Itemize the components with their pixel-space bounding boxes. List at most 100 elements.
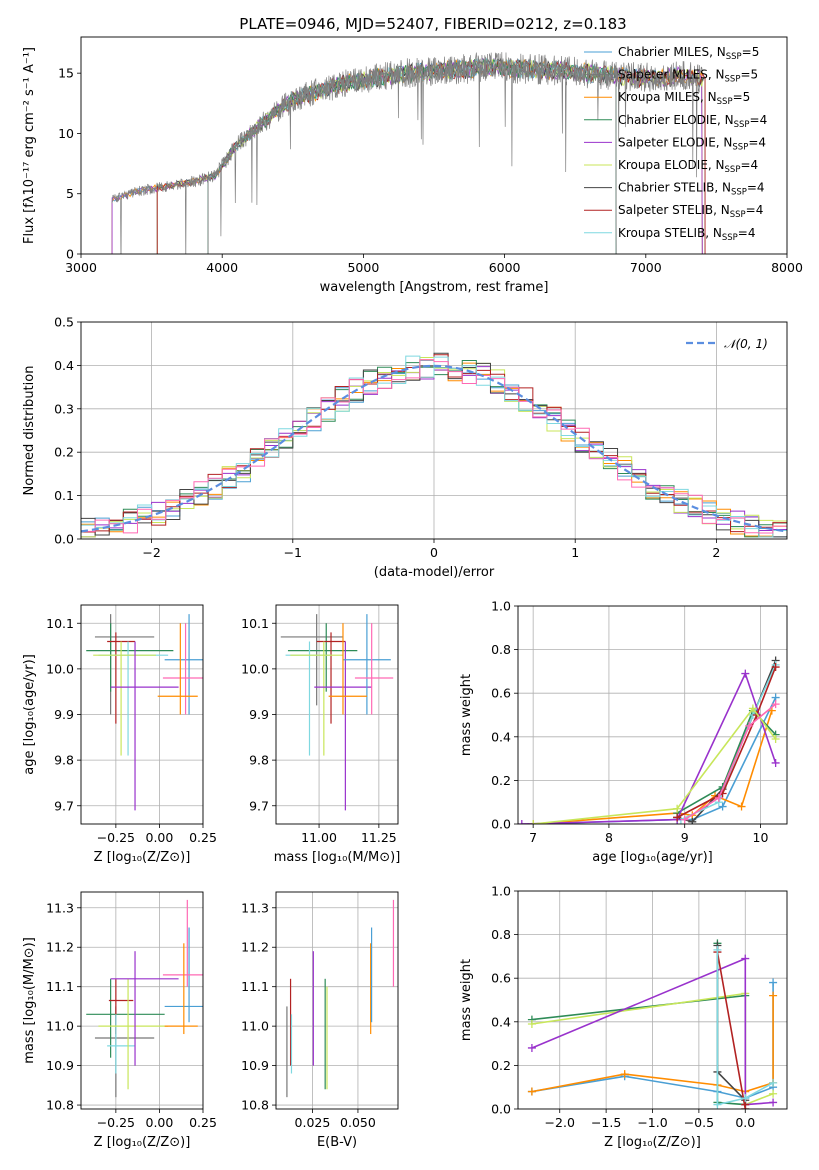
y-tick-label: 0.3 <box>54 401 74 416</box>
x-tick-label: 0.25 <box>189 830 217 845</box>
normal-curve <box>81 364 787 533</box>
x-axis-label: wavelength [Angstrom, rest frame] <box>320 280 549 295</box>
y-tick-label: 15 <box>58 66 74 81</box>
legend-entry-subscript: SSP <box>734 120 750 130</box>
legend-entry-suffix: =4 <box>738 226 756 240</box>
x-tick-label: −1.5 <box>591 1115 621 1130</box>
y-tick-label: 10.0 <box>46 661 74 676</box>
y-tick-label: 10.9 <box>241 1058 269 1073</box>
panel-massweight_vs_age: 7 8 9 10 0.0 0.2 0.4 0.6 0.8 1.0 age [log₁₀(age/yr… <box>459 599 788 865</box>
x-tick-label: −0.25 <box>97 1115 135 1130</box>
model-spectrum-line <box>111 58 703 254</box>
legend-entry-name: Chabrier MILES, N <box>618 45 726 59</box>
x-tick-label: 4000 <box>206 260 238 275</box>
mass-weight-marker <box>771 758 780 767</box>
legend-entry-name: Kroupa MILES, N <box>618 90 717 104</box>
y-tick-label: 9.8 <box>54 753 74 768</box>
residual-histogram <box>81 359 787 534</box>
x-tick-label: −1.0 <box>637 1115 667 1130</box>
panel-spectrum: 3000 4000 5000 6000 7000 8000 0 5 10 15 wavelength… <box>22 36 803 295</box>
legend-entry-name: Salpeter ELODIE, N <box>618 135 732 149</box>
plot-area-massweight_vs_age <box>518 606 787 824</box>
axes-frame <box>275 891 399 1110</box>
legend-entry: Salpeter ELODIE, NSSP=4 <box>618 135 766 152</box>
x-tick-label: −0.25 <box>97 830 135 845</box>
legend-entry: Chabrier STELIB, NSSP=4 <box>618 181 765 198</box>
mass-weight-marker <box>769 991 778 1000</box>
model-spectrum-line <box>111 58 703 254</box>
legend-entry-suffix: =4 <box>747 181 765 195</box>
mass-weight-marker <box>680 815 689 824</box>
x-tick-label: 2 <box>712 545 720 560</box>
mass-weight-marker <box>688 817 697 824</box>
legend-entry-subscript: SSP <box>732 142 748 152</box>
x-tick-label: 11.25 <box>361 830 397 845</box>
model-spectrum-line <box>156 59 706 254</box>
panel-residuals: −2 −1 0 1 2 0.0 0.1 0.2 0.3 0.4 0.5 (data-model)/er… <box>22 315 788 580</box>
legend-entry-subscript: SSP <box>717 97 733 107</box>
residual-histogram <box>81 355 787 538</box>
figure-title: PLATE=0946, MJD=52407, FIBERID=0212, z=0… <box>239 15 626 33</box>
legend-entry-name: Kroupa ELODIE, N <box>618 158 725 172</box>
mass-weight-marker <box>769 978 778 987</box>
legend-entry: Salpeter STELIB, NSSP=4 <box>618 203 763 220</box>
y-tick-label: 0.8 <box>491 642 511 657</box>
x-axis-label: age [log₁₀(age/yr)] <box>592 850 713 865</box>
y-tick-label: 0.2 <box>491 773 511 788</box>
x-tick-label: 6000 <box>489 260 521 275</box>
y-tick-label: 0.6 <box>491 686 511 701</box>
y-tick-label: 11.2 <box>241 940 269 955</box>
y-tick-label: 0.4 <box>491 1014 511 1029</box>
mass-weight-marker <box>741 669 750 678</box>
plot-area-mass_vs_Z <box>81 892 203 1109</box>
legend: 𝒩(0, 1) <box>686 337 768 351</box>
mass-weight-marker <box>741 1094 750 1103</box>
x-tick-label: 8000 <box>771 260 803 275</box>
y-tick-label: 1.0 <box>491 599 511 614</box>
mass-weight-marker <box>771 700 780 709</box>
y-axis-label: Normed distribution <box>22 366 37 496</box>
model-spectrum-line <box>207 57 617 254</box>
y-tick-label: 10.9 <box>46 1058 74 1073</box>
panel-age_vs_mass: 11.00 11.25 9.7 9.8 9.9 10.0 10.1 mass [log₁₀(M… <box>241 604 401 865</box>
x-tick-label: −1 <box>284 545 302 560</box>
legend-entry-name: Salpeter STELIB, N <box>618 203 730 217</box>
y-tick-label: 10.8 <box>46 1098 74 1113</box>
y-axis-label: Flux [fλ10⁻¹⁷ erg cm⁻² s⁻¹ A⁻¹] <box>22 47 37 244</box>
panel-mass_vs_ebv: 0.025 0.050 10.8 10.9 11.0 11.1 11.2 11.3 E(B-V) <box>241 891 399 1150</box>
axes-frame <box>80 321 788 540</box>
y-tick-label: 0.0 <box>491 817 511 832</box>
plot-area-spectrum <box>111 52 706 254</box>
model-spectrum-line <box>156 58 706 254</box>
x-axis-label: mass [log₁₀(M/M⊙)] <box>274 850 401 865</box>
axes-frame <box>80 891 204 1110</box>
mass-weight-marker <box>714 793 723 802</box>
axes-frame <box>80 604 204 825</box>
model-spectrum-line <box>207 57 617 254</box>
y-tick-label: 10.0 <box>241 661 269 676</box>
legend-entry-name: Kroupa STELIB, N <box>618 226 722 240</box>
axes-frame <box>517 890 788 1110</box>
y-axis-label: mass weight <box>459 959 474 1041</box>
y-tick-label: 11.1 <box>46 979 74 994</box>
x-tick-label: −2 <box>142 545 160 560</box>
legend-entry: 𝒩(0, 1) <box>724 337 768 351</box>
legend-entry-subscript: SSP <box>731 188 747 198</box>
y-tick-label: 0.5 <box>54 315 74 330</box>
y-tick-label: 5 <box>66 186 74 201</box>
legend-entry-suffix: =5 <box>742 45 760 59</box>
y-tick-label: 11.2 <box>46 940 74 955</box>
mass-weight-marker <box>718 802 727 811</box>
mass-weight-marker <box>620 1070 629 1079</box>
mass-weight-marker <box>527 1019 536 1028</box>
legend-entry-subscript: SSP <box>726 52 742 62</box>
x-tick-label: −2.0 <box>545 1115 575 1130</box>
mass-weight-marker <box>518 820 526 824</box>
legend-entry: Kroupa MILES, NSSP=5 <box>618 90 750 107</box>
mass-weight-line <box>533 710 773 824</box>
mass-weight-line <box>533 707 777 824</box>
y-tick-label: 0.2 <box>491 1058 511 1073</box>
mass-weight-marker <box>769 1098 778 1107</box>
model-spectrum-line <box>207 57 617 254</box>
